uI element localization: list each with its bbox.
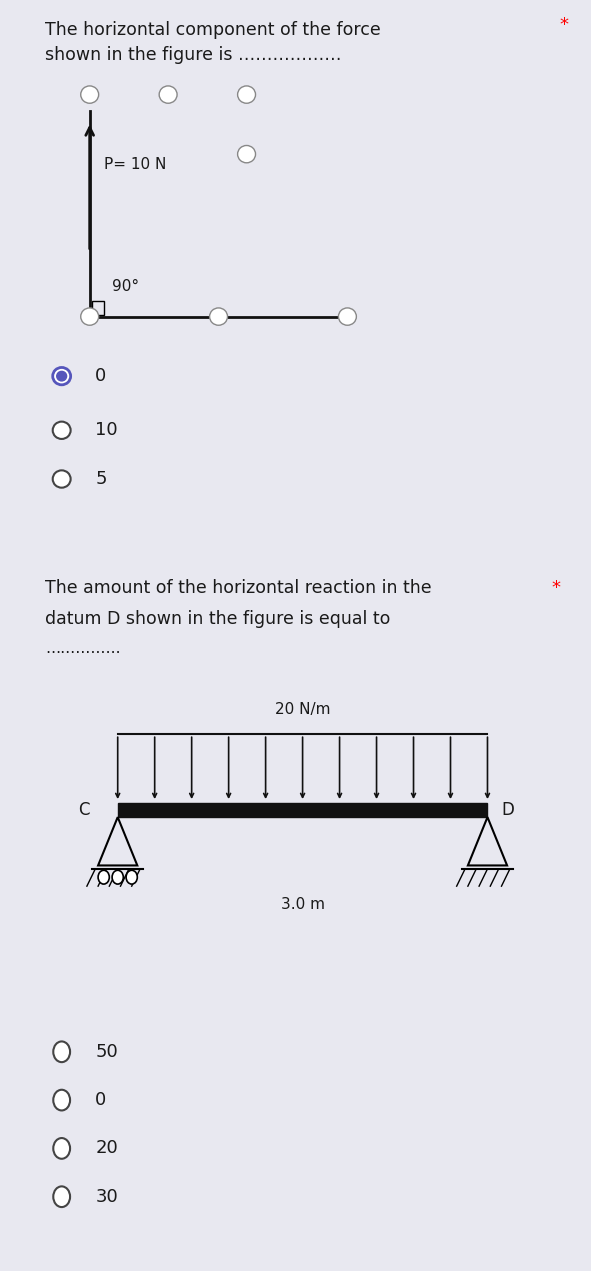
Text: 0: 0 [95,1091,106,1110]
Circle shape [53,1186,70,1207]
Text: 30: 30 [95,1187,118,1206]
Circle shape [53,422,71,438]
Bar [92,301,104,315]
Text: shown in the figure is ………………: shown in the figure is ……………… [45,46,342,64]
Circle shape [238,145,255,163]
Circle shape [53,367,71,385]
Text: 50: 50 [95,1042,118,1061]
Text: The amount of the horizontal reaction in the: The amount of the horizontal reaction in… [45,580,431,597]
Bar [118,803,488,817]
Text: 90°: 90° [112,280,139,295]
Circle shape [98,871,109,885]
Circle shape [53,470,71,488]
Circle shape [210,308,228,325]
Circle shape [81,86,99,103]
Circle shape [126,871,137,885]
Circle shape [159,86,177,103]
Circle shape [339,308,356,325]
Text: 20 N/m: 20 N/m [275,702,330,717]
Text: ……………: …………… [45,641,121,656]
Circle shape [238,86,255,103]
Text: P= 10 N: P= 10 N [103,158,166,173]
Text: The horizontal component of the force: The horizontal component of the force [45,22,381,39]
Circle shape [57,371,67,381]
Text: *: * [560,17,569,34]
Text: 0: 0 [95,367,106,385]
Text: 5: 5 [95,470,107,488]
Circle shape [53,1041,70,1063]
Text: 3.0 m: 3.0 m [281,896,324,911]
Circle shape [53,1138,70,1159]
Circle shape [53,1089,70,1111]
Text: *: * [551,580,560,597]
Text: C: C [79,801,90,820]
Text: D: D [502,801,514,820]
Circle shape [81,308,99,325]
Circle shape [112,871,124,885]
Text: datum D shown in the figure is equal to: datum D shown in the figure is equal to [45,610,390,628]
Text: 20: 20 [95,1139,118,1158]
Text: 10: 10 [95,421,118,440]
